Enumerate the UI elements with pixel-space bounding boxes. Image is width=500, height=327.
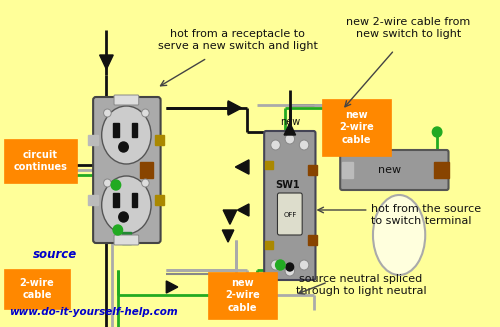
Text: 2-wire
cable: 2-wire cable xyxy=(20,278,54,300)
FancyBboxPatch shape xyxy=(340,150,448,190)
Text: circuit
continues: circuit continues xyxy=(14,150,68,172)
Text: OFF: OFF xyxy=(283,212,296,218)
Ellipse shape xyxy=(102,106,151,164)
Polygon shape xyxy=(8,164,19,176)
Bar xyxy=(308,235,318,245)
Bar xyxy=(265,161,272,169)
FancyBboxPatch shape xyxy=(278,193,302,235)
Text: source: source xyxy=(34,249,78,262)
FancyBboxPatch shape xyxy=(264,131,316,280)
Bar xyxy=(265,241,272,249)
Circle shape xyxy=(142,109,149,117)
Text: new: new xyxy=(280,117,300,127)
Bar xyxy=(434,162,450,178)
Text: www.do-it-yourself-help.com: www.do-it-yourself-help.com xyxy=(10,307,178,317)
Circle shape xyxy=(286,263,294,271)
FancyBboxPatch shape xyxy=(4,269,70,309)
FancyBboxPatch shape xyxy=(4,139,77,183)
Circle shape xyxy=(111,180,120,190)
Text: new
2-wire
cable: new 2-wire cable xyxy=(225,278,260,313)
Circle shape xyxy=(104,179,111,187)
Circle shape xyxy=(432,127,442,137)
Bar xyxy=(132,193,137,207)
Bar xyxy=(342,162,353,178)
Bar xyxy=(88,135,98,145)
Circle shape xyxy=(119,212,128,222)
FancyBboxPatch shape xyxy=(93,97,160,243)
Bar xyxy=(155,135,164,145)
Circle shape xyxy=(142,179,149,187)
Circle shape xyxy=(300,140,309,150)
Bar xyxy=(113,123,119,137)
Bar xyxy=(155,195,164,205)
Circle shape xyxy=(300,260,309,270)
Bar xyxy=(308,165,318,175)
Polygon shape xyxy=(8,164,19,176)
Text: new
2-wire
cable: new 2-wire cable xyxy=(339,110,374,145)
Text: new: new xyxy=(378,165,401,175)
Circle shape xyxy=(276,260,285,270)
FancyBboxPatch shape xyxy=(208,272,276,319)
Polygon shape xyxy=(228,101,241,115)
Ellipse shape xyxy=(102,176,151,234)
Polygon shape xyxy=(100,55,113,69)
Text: source neutral spliced
through to light neutral: source neutral spliced through to light … xyxy=(296,274,426,296)
Bar xyxy=(122,232,131,244)
Text: new 2-wire cable from
new switch to light: new 2-wire cable from new switch to ligh… xyxy=(346,17,470,39)
FancyBboxPatch shape xyxy=(114,235,138,245)
Circle shape xyxy=(285,266,294,276)
Bar xyxy=(113,193,119,207)
Ellipse shape xyxy=(373,195,425,275)
Bar xyxy=(140,162,153,178)
Polygon shape xyxy=(238,204,249,216)
Bar xyxy=(132,123,137,137)
Bar xyxy=(88,195,98,205)
Circle shape xyxy=(104,109,111,117)
Polygon shape xyxy=(236,160,249,174)
Circle shape xyxy=(271,260,280,270)
Polygon shape xyxy=(223,210,237,224)
Polygon shape xyxy=(166,281,178,293)
Polygon shape xyxy=(228,102,239,114)
Polygon shape xyxy=(222,230,234,242)
Polygon shape xyxy=(284,123,296,135)
Circle shape xyxy=(113,225,122,235)
Text: hot from the source
to switch terminal: hot from the source to switch terminal xyxy=(370,204,480,226)
FancyBboxPatch shape xyxy=(114,95,138,105)
Circle shape xyxy=(119,142,128,152)
Text: hot from a receptacle to
serve a new switch and light: hot from a receptacle to serve a new swi… xyxy=(158,29,318,51)
FancyBboxPatch shape xyxy=(322,99,390,156)
Circle shape xyxy=(285,134,294,144)
Circle shape xyxy=(271,140,280,150)
Text: SW1: SW1 xyxy=(276,180,300,190)
